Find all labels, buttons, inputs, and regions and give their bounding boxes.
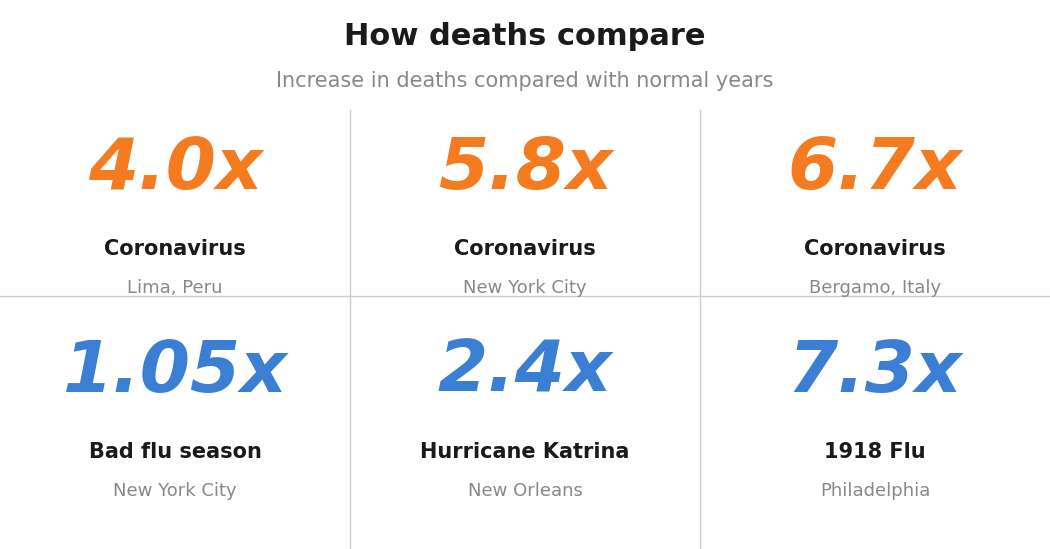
Text: Coronavirus: Coronavirus (454, 239, 596, 259)
Text: New York City: New York City (113, 482, 237, 500)
Text: Coronavirus: Coronavirus (104, 239, 246, 259)
Text: Bergamo, Italy: Bergamo, Italy (808, 279, 941, 297)
Text: Philadelphia: Philadelphia (820, 482, 930, 500)
Text: Lima, Peru: Lima, Peru (127, 279, 223, 297)
Text: 7.3x: 7.3x (788, 338, 962, 407)
Text: Increase in deaths compared with normal years: Increase in deaths compared with normal … (276, 71, 774, 91)
Text: Bad flu season: Bad flu season (88, 442, 261, 462)
Text: New Orleans: New Orleans (467, 482, 583, 500)
Text: 1.05x: 1.05x (63, 338, 288, 407)
Text: 1918 Flu: 1918 Flu (824, 442, 926, 462)
Text: 6.7x: 6.7x (788, 135, 962, 204)
Text: New York City: New York City (463, 279, 587, 297)
Text: 2.4x: 2.4x (438, 338, 612, 407)
Text: 4.0x: 4.0x (88, 135, 262, 204)
Text: How deaths compare: How deaths compare (344, 22, 706, 51)
Text: Hurricane Katrina: Hurricane Katrina (420, 442, 630, 462)
Text: 5.8x: 5.8x (438, 135, 612, 204)
Text: Coronavirus: Coronavirus (804, 239, 946, 259)
